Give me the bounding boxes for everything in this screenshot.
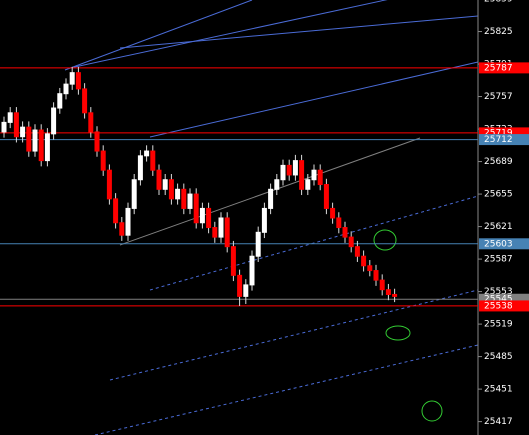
candle-body: [26, 126, 32, 152]
candle-body: [330, 207, 336, 219]
candle-body: [7, 112, 13, 123]
candle-body: [13, 112, 19, 138]
trend-lines: [64, 0, 479, 435]
channel-line: [119, 15, 479, 49]
candle-body: [150, 150, 156, 171]
candle-body: [286, 164, 292, 176]
candle-body: [156, 169, 162, 190]
candle-body: [94, 131, 100, 152]
price-level-label: 25603: [484, 239, 513, 249]
price-level-label: 25787: [484, 63, 513, 73]
price-level-box: [479, 134, 529, 146]
y-tick-label: 25587: [484, 255, 513, 265]
price-level-label: 25712: [484, 135, 513, 145]
candle-body: [144, 150, 150, 157]
y-tick-label: 25485: [484, 352, 513, 362]
candle-body: [187, 193, 193, 209]
price-level-box: [479, 300, 529, 312]
highlight-ellipse: [373, 229, 397, 251]
candle-body: [125, 207, 131, 236]
candle-body: [44, 133, 50, 162]
candle-body: [348, 236, 354, 248]
candle-body: [255, 231, 261, 257]
candle-body: [336, 217, 342, 229]
y-tick-label: 25859: [484, 0, 513, 5]
candle-body: [193, 193, 199, 224]
candle-body: [162, 179, 168, 190]
candle-body: [243, 284, 249, 297]
candle-body: [274, 179, 280, 190]
candle-body: [280, 164, 286, 181]
candle-body: [261, 207, 267, 233]
candle-body: [392, 293, 398, 297]
price-level-box: [479, 127, 529, 139]
candle-body: [230, 246, 236, 276]
price-level-box: [479, 62, 529, 74]
candle-body: [249, 255, 255, 286]
candle-body: [119, 222, 125, 236]
candle-body: [305, 179, 311, 190]
candle-body: [323, 184, 329, 209]
candle-body: [106, 169, 112, 200]
y-tick-label: 25655: [484, 190, 513, 200]
candle-body: [100, 150, 106, 171]
candle-body: [57, 93, 63, 109]
candle-body: [268, 188, 274, 209]
y-tick-label: 25519: [484, 320, 513, 330]
candle-body: [168, 179, 174, 200]
candle-body: [237, 274, 243, 297]
candle-body: [199, 207, 205, 224]
y-tick-label: 25825: [484, 27, 513, 37]
price-level-label: 25719: [484, 128, 513, 138]
y-tick-label: 25553: [484, 287, 513, 297]
channel-line: [149, 195, 479, 291]
candle-body: [181, 188, 187, 209]
candle-body: [224, 217, 230, 248]
channel-line: [64, 0, 253, 71]
candle-body: [218, 217, 224, 238]
candle-body: [38, 129, 44, 162]
candle-body: [292, 160, 298, 176]
y-tick-label: 25451: [484, 385, 513, 395]
candle-body: [206, 207, 212, 229]
candle-body: [69, 72, 75, 85]
candle-body: [51, 107, 57, 135]
y-tick-label: 25689: [484, 157, 513, 167]
candle-body: [113, 198, 119, 224]
candle-body: [137, 155, 143, 181]
candle-body: [317, 169, 323, 186]
highlight-ellipse: [385, 325, 411, 341]
candle-body: [373, 270, 379, 281]
candle-body: [311, 169, 317, 181]
candle-body: [175, 188, 181, 200]
price-level-box: [479, 293, 529, 305]
candle-body: [82, 88, 88, 114]
candle-body: [1, 121, 7, 133]
candle-body: [63, 83, 69, 95]
candle-body: [32, 129, 38, 152]
channel-line: [149, 61, 479, 138]
candle-body: [385, 289, 391, 295]
price-level-box: [479, 238, 529, 250]
price-level-label: 25538: [484, 301, 513, 311]
candle-body: [20, 126, 26, 138]
candle-body: [88, 112, 94, 133]
candle-body: [342, 227, 348, 238]
y-tick-label: 25757: [484, 92, 513, 102]
candle-body: [361, 255, 367, 267]
price-level-label: 25545: [484, 295, 513, 305]
candle-body: [379, 279, 385, 291]
candle-body: [299, 160, 305, 190]
candle-body: [212, 227, 218, 238]
y-tick-label: 25621: [484, 222, 513, 232]
candle-body: [354, 246, 360, 257]
y-tick-label: 25417: [484, 417, 513, 427]
channel-line: [69, 0, 388, 69]
candle-body: [131, 179, 137, 209]
candle-body: [75, 72, 81, 90]
highlight-ellipse: [421, 400, 443, 422]
candle-body: [367, 265, 373, 272]
highlights: [373, 229, 443, 422]
